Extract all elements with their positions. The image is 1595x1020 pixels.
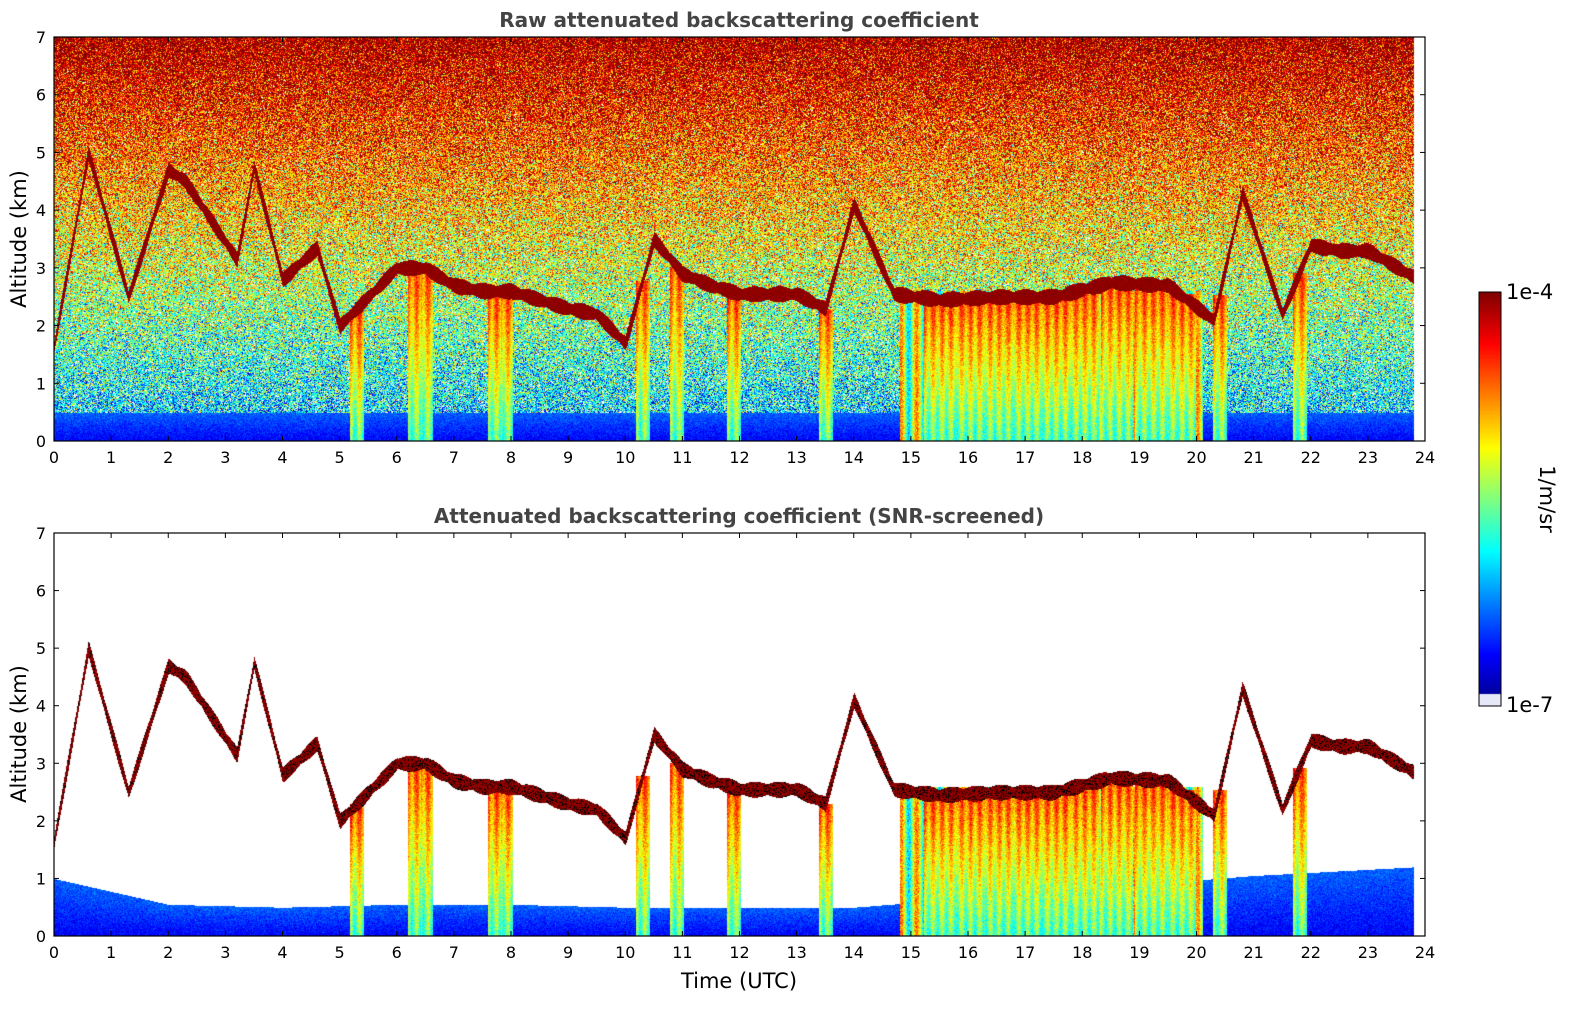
panel-1-x-tick-label: 12: [729, 448, 749, 467]
panel-1-x-tick-label: 23: [1358, 448, 1378, 467]
panel-2-x-tick-label: 5: [335, 943, 345, 962]
panel-2-x-tick-label: 24: [1415, 943, 1435, 962]
panel-1-x-tick-label: 10: [615, 448, 635, 467]
panel-1-y-tick-label: 1: [36, 374, 46, 393]
panel-1-y-tick-label: 4: [36, 201, 46, 220]
panel-2-y-tick-label: 7: [36, 524, 46, 543]
panel-1-x-tick-label: 15: [901, 448, 921, 467]
panel-1-x-tick-label: 6: [392, 448, 402, 467]
panel-2-x-tick-label: 0: [49, 943, 59, 962]
panel-1-x-tick-label: 20: [1186, 448, 1206, 467]
panel-1-x-tick-label: 19: [1129, 448, 1149, 467]
panel-2-title: Attenuated backscattering coefficient (S…: [433, 504, 1045, 528]
panel-2-y-tick-label: 4: [36, 697, 46, 716]
panel-2-y-tick-label: 1: [36, 869, 46, 888]
panel-2-x-tick-label: 13: [786, 943, 806, 962]
panel-2-x-tick-label: 22: [1301, 943, 1321, 962]
panel-1-x-tick-label: 0: [49, 448, 59, 467]
panel-1-x-tick-label: 4: [277, 448, 287, 467]
panel-2-x-tick-label: 7: [449, 943, 459, 962]
panel-1-title: Raw attenuated backscattering coefficien…: [499, 8, 979, 32]
panel-1-x-tick-label: 3: [220, 448, 230, 467]
panel-1-x-tick-label: 16: [958, 448, 978, 467]
colorbar-label: 1/m/sr: [1535, 465, 1559, 533]
panel-1-y-axis-label: Altitude (km): [7, 170, 31, 308]
panel-2-y-tick-label: 0: [36, 927, 46, 946]
panel-2-y-tick-label: 6: [36, 582, 46, 601]
panel-2-y-tick-label: 3: [36, 754, 46, 773]
panel-1-x-tick-label: 13: [786, 448, 806, 467]
panel-1-x-tick-label: 18: [1072, 448, 1092, 467]
panel-2-x-tick-label: 6: [392, 943, 402, 962]
panel-1-x-tick-label: 1: [106, 448, 116, 467]
panel-1-y-tick-label: 0: [36, 432, 46, 451]
panel-2-x-tick-label: 19: [1129, 943, 1149, 962]
panel-2-frame: [53, 532, 1426, 937]
panel-1-x-tick-label: 21: [1243, 448, 1263, 467]
panel-1-frame: [53, 36, 1426, 442]
panel-2-x-tick-label: 8: [506, 943, 516, 962]
panel-2-x-tick-label: 9: [563, 943, 573, 962]
panel-2-y-tick-label: 5: [36, 639, 46, 658]
panel-2-x-tick-label: 2: [163, 943, 173, 962]
panel-2-x-tick-label: 11: [672, 943, 692, 962]
panel-1-y-tick-label: 3: [36, 259, 46, 278]
colorbar-max-label: 1e-4: [1506, 280, 1554, 304]
panel-2-x-tick-label: 14: [844, 943, 864, 962]
panel-2-x-tick-label: 20: [1186, 943, 1206, 962]
panel-1-x-tick-label: 22: [1301, 448, 1321, 467]
panel-1-x-tick-label: 5: [335, 448, 345, 467]
panel-1-y-tick-label: 2: [36, 317, 46, 336]
panel-2-x-tick-label: 15: [901, 943, 921, 962]
panel-2-y-axis-label: Altitude (km): [7, 665, 31, 803]
panel-2-x-tick-label: 12: [729, 943, 749, 962]
colorbar-min-label: 1e-7: [1506, 693, 1554, 717]
panel-2-x-tick-label: 16: [958, 943, 978, 962]
colorbar-frame: [1478, 291, 1502, 707]
panel-1-y-tick-label: 6: [36, 86, 46, 105]
panel-2-x-axis-label: Time (UTC): [680, 969, 798, 993]
panel-1-x-tick-label: 9: [563, 448, 573, 467]
panel-1-x-tick-label: 24: [1415, 448, 1435, 467]
panel-2-x-tick-label: 4: [277, 943, 287, 962]
panel-2-x-tick-label: 10: [615, 943, 635, 962]
panel-1-x-tick-label: 2: [163, 448, 173, 467]
panel-1-x-tick-label: 11: [672, 448, 692, 467]
panel-1-x-tick-label: 14: [844, 448, 864, 467]
panel-1-y-tick-label: 7: [36, 28, 46, 47]
panel-2-x-tick-label: 21: [1243, 943, 1263, 962]
panel-2-x-tick-label: 1: [106, 943, 116, 962]
panel-2-x-tick-label: 18: [1072, 943, 1092, 962]
panel-1-x-tick-label: 7: [449, 448, 459, 467]
panel-2-x-tick-label: 23: [1358, 943, 1378, 962]
panel-1-y-tick-label: 5: [36, 143, 46, 162]
panel-1-x-tick-label: 8: [506, 448, 516, 467]
panel-2-x-tick-label: 3: [220, 943, 230, 962]
panel-1-x-tick-label: 17: [1015, 448, 1035, 467]
panel-2-x-tick-label: 17: [1015, 943, 1035, 962]
panel-2-y-tick-label: 2: [36, 812, 46, 831]
